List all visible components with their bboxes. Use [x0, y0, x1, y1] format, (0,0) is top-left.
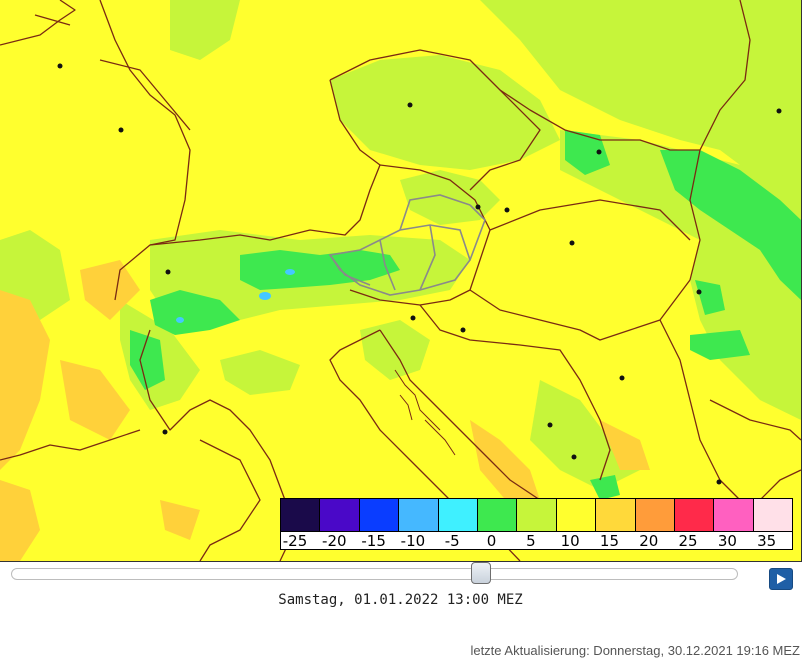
city-14	[547, 422, 553, 428]
legend-swatch	[714, 499, 754, 531]
city-5	[776, 108, 782, 114]
temperature-legend: -25 -20 -15 -10 -5 0 5 10 15 20 25 30 35	[280, 498, 793, 550]
legend-label: -5	[444, 532, 460, 550]
legend-label: 25	[678, 532, 698, 550]
time-slider-thumb[interactable]	[470, 562, 491, 584]
city-13	[619, 375, 625, 381]
legend-label: 10	[560, 532, 580, 550]
forecast-time-label: Samstag, 01.01.2022 13:00 MEZ	[278, 592, 523, 608]
legend-label: 0	[486, 532, 497, 550]
legend-swatch	[556, 499, 597, 531]
legend-label: 35	[757, 532, 777, 550]
legend-label: 30	[717, 532, 737, 550]
legend-swatch	[399, 499, 439, 531]
play-icon	[777, 574, 786, 584]
map-svg	[0, 0, 801, 561]
legend-swatch	[281, 499, 321, 531]
city-17	[162, 429, 168, 435]
legend-labels: -25 -20 -15 -10 -5 0 5 10 15 20 25 30 35	[281, 532, 792, 551]
city-4	[596, 149, 602, 155]
legend-swatch	[359, 499, 400, 531]
time-slider-track[interactable]	[11, 568, 738, 580]
legend-label: -25	[282, 532, 308, 550]
city-1	[57, 63, 63, 69]
legend-swatches	[281, 499, 793, 532]
legend-swatch	[320, 499, 360, 531]
legend-label: 20	[639, 532, 659, 550]
legend-swatch	[438, 499, 478, 531]
city-8	[569, 240, 575, 246]
city-3	[407, 102, 413, 108]
legend-swatch	[674, 499, 715, 531]
legend-swatch	[477, 499, 518, 531]
coastline	[394, 369, 456, 456]
legend-swatch	[635, 499, 675, 531]
city-16	[716, 479, 722, 485]
region-cold-spots	[176, 269, 295, 323]
last-update-label: letzte Aktualisierung: Donnerstag, 30.12…	[470, 643, 800, 658]
region-borders	[328, 194, 486, 296]
legend-label: -10	[400, 532, 426, 550]
legend-swatch	[596, 499, 636, 531]
city-15	[571, 454, 577, 460]
city-6	[475, 204, 481, 210]
weather-map	[0, 0, 802, 562]
region-15-20	[0, 260, 650, 561]
city-2	[118, 127, 124, 133]
city-10	[165, 269, 171, 275]
city-11	[410, 315, 416, 321]
play-button[interactable]	[769, 568, 793, 590]
legend-label: 5	[526, 532, 536, 550]
legend-label: -20	[322, 532, 347, 550]
legend-label: 15	[599, 532, 619, 550]
region-0-5	[130, 130, 801, 500]
city-12	[460, 327, 466, 333]
city-9	[696, 289, 702, 295]
city-markers	[57, 63, 782, 485]
legend-label: -15	[361, 532, 386, 550]
legend-swatch	[753, 499, 793, 531]
city-7	[504, 207, 510, 213]
legend-swatch	[517, 499, 557, 531]
